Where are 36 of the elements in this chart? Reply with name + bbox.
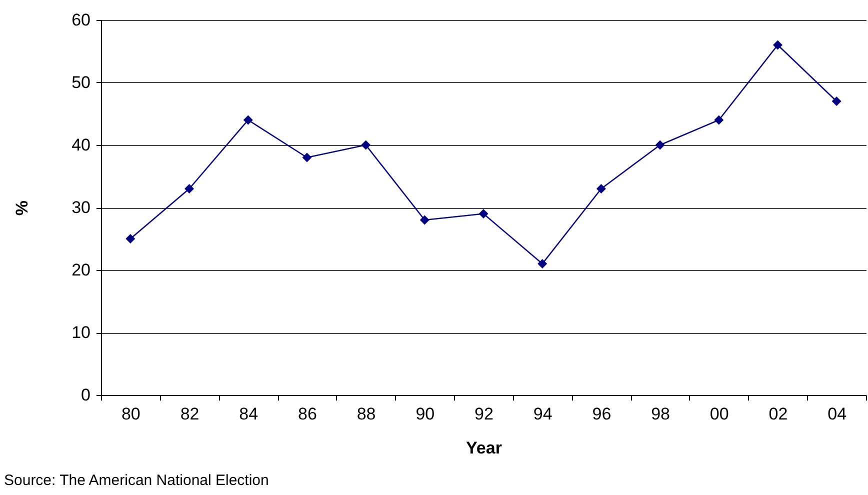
point [832,96,842,106]
x-tick-label: 82 [180,404,200,424]
point [243,115,253,125]
x-tick-label: 98 [651,404,670,424]
y-tick-label: 10 [72,323,90,342]
point [184,184,194,194]
x-tick-label: 92 [474,404,494,424]
x-tick-label: 96 [592,404,612,424]
x-tick-label: 04 [828,404,847,424]
point [478,209,488,218]
x-tick-label: 84 [239,404,258,424]
point [714,115,724,125]
point [126,234,136,244]
point [655,140,665,150]
y-tick-label: 0 [81,386,90,404]
y-tick-label: 50 [72,73,90,92]
x-tick-label: 80 [121,404,140,424]
x-tick-label: 90 [416,404,435,424]
y-tick-label: 30 [72,198,90,217]
point [361,140,371,150]
x-tick-label: 02 [768,404,788,424]
y-axis-title: % [12,200,32,216]
point [596,184,606,194]
x-tick-label: 86 [298,404,317,424]
x-tick-label: 00 [710,404,729,424]
x-axis-title: Year [466,438,502,458]
source-note: Source: The American National Election [4,472,269,489]
point [302,152,312,162]
y-tick-label: 40 [72,136,90,154]
x-tick-label: 88 [356,404,376,424]
point [420,215,430,225]
y-tick-label: 20 [72,260,90,280]
y-tick-label: 60 [72,10,90,30]
x-tick-label: 94 [533,404,552,424]
point [538,259,548,268]
point [772,40,782,50]
